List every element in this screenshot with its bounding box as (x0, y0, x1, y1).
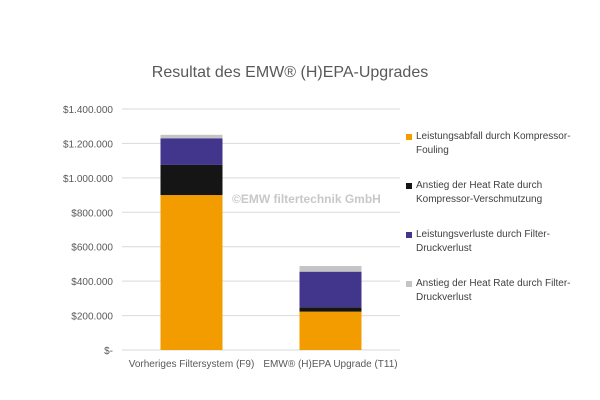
bar-segment (160, 134, 223, 139)
y-tick-label: $400.000 (71, 277, 113, 288)
legend-swatch (406, 134, 412, 140)
y-tick-label: $200.000 (71, 312, 113, 323)
y-tick-label: $1.000.000 (63, 174, 113, 185)
y-tick-label: $600.000 (71, 243, 113, 254)
watermark: ©EMW filtertechnik GmbH (232, 192, 381, 206)
legend-label: Anstieg der Heat Rate durch Kompressor-V… (416, 180, 543, 205)
legend-swatch (406, 232, 412, 238)
x-tick-label: EMW® (H)EPA Upgrade (T11) (263, 359, 397, 370)
y-tick-label: $800.000 (71, 208, 113, 219)
chart-title: Resultat des EMW® (H)EPA-Upgrades (151, 64, 429, 81)
legend: Leistungsabfall durch Kompressor-Fouling… (406, 130, 596, 326)
bar-segment (299, 271, 362, 308)
legend-swatch (406, 281, 412, 287)
legend-label: Anstieg der Heat Rate durch Filter-Druck… (416, 278, 571, 303)
bar-segment (160, 195, 223, 350)
y-tick-label: $1.400.000 (63, 105, 113, 116)
y-tick-label: $1.200.000 (63, 139, 113, 150)
legend-item: Anstieg der Heat Rate durch Kompressor-V… (406, 179, 596, 207)
y-tick-label: $- (104, 346, 113, 357)
legend-label: Leistungsabfall durch Kompressor-Fouling (416, 131, 571, 156)
bar-segment (160, 164, 223, 196)
legend-swatch (406, 183, 412, 189)
legend-item: Anstieg der Heat Rate durch Filter-Druck… (406, 277, 596, 305)
legend-label: Leistungsverluste durch Filter-Druckverl… (416, 229, 550, 254)
bar-segment (299, 311, 362, 350)
legend-item: Leistungsabfall durch Kompressor-Fouling (406, 130, 596, 158)
x-tick-label: Vorheriges Filtersystem (F9) (129, 359, 255, 370)
bar-segment (160, 138, 223, 165)
bar-segment (299, 265, 362, 272)
bar-segment (299, 307, 362, 312)
legend-item: Leistungsverluste durch Filter-Druckverl… (406, 228, 596, 256)
